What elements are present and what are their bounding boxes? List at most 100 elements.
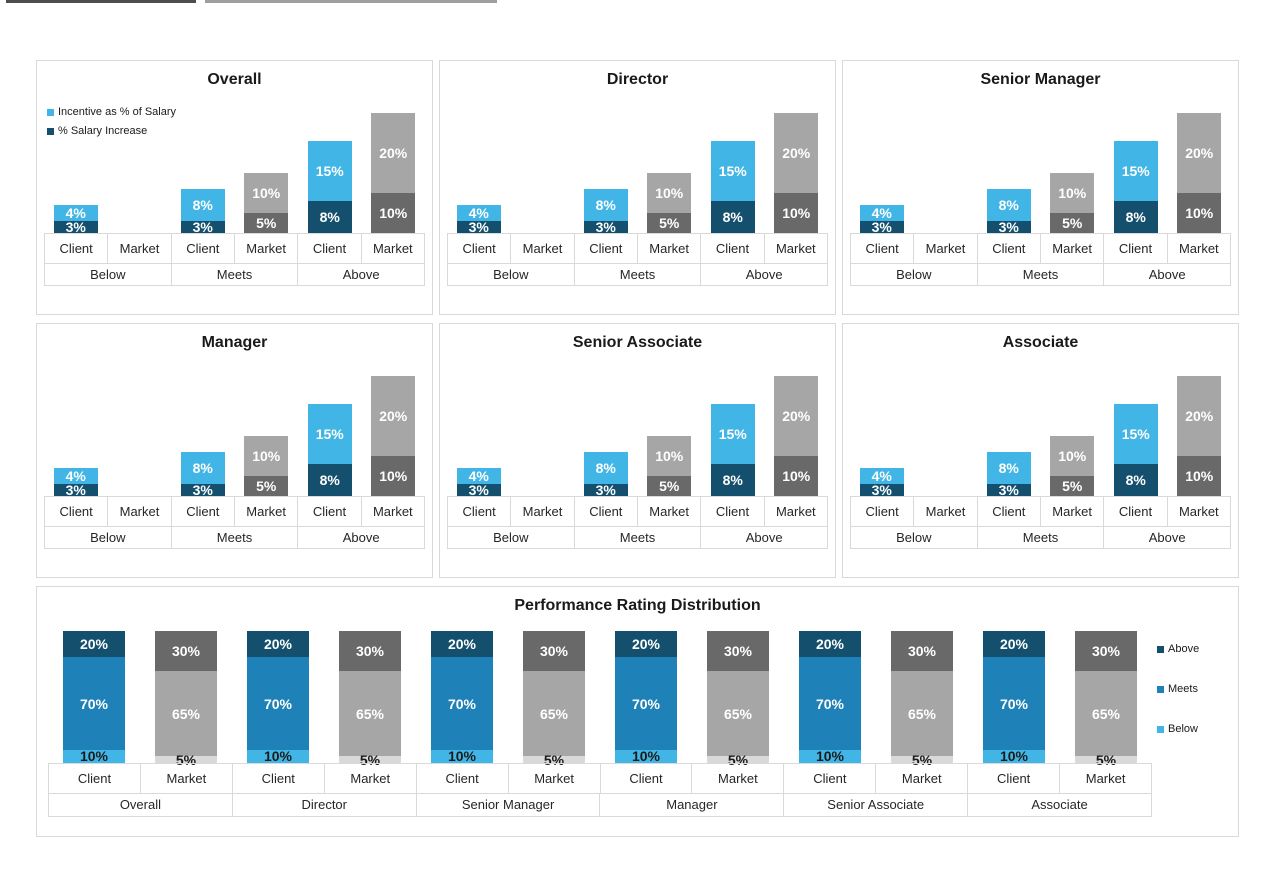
segment-increase: 8%: [1113, 464, 1158, 496]
bar-client-below: 4% 3%: [859, 205, 904, 234]
segment-incentive: 20%: [1177, 376, 1222, 456]
segment-increase: 10%: [774, 193, 819, 233]
axis-cell-market: Market: [107, 497, 170, 526]
segment-below: 5%: [523, 751, 585, 768]
bar-value-label: 5%: [256, 478, 277, 494]
bar-client-senior-manager: 20% 70% 10%: [431, 631, 493, 764]
bar-value-label: 20%: [263, 636, 293, 653]
axis-cell-market: Market: [233, 234, 297, 263]
bar-value-label: 15%: [315, 426, 344, 442]
category-axis: Client Market Client Market Client Market Belo…: [44, 233, 426, 286]
axis-cell-market: Market: [691, 764, 783, 793]
segment-meets: 70%: [983, 657, 1045, 750]
bar-value-label: 5%: [911, 751, 933, 768]
segment-increase: 5%: [1050, 476, 1095, 496]
bar-value-label: 10%: [1058, 448, 1087, 464]
bar-value-label: 3%: [468, 482, 489, 498]
bar-client-below: 4% 3%: [53, 468, 98, 498]
segment-incentive: 10%: [647, 173, 692, 213]
axis-series-row: Client Market Client Market Client Market: [447, 496, 828, 527]
bar-value-label: 70%: [263, 695, 293, 712]
axis-group-below: Below: [850, 527, 977, 548]
bar-slot: [511, 113, 575, 233]
segment-above: 30%: [523, 631, 585, 671]
bar-value-label: 3%: [871, 482, 892, 498]
bar-slot: 20% 70% 10%: [784, 631, 876, 764]
bar-value-label: 10%: [252, 185, 281, 201]
bar-value-label: 10%: [263, 748, 293, 765]
axis-cell-market: Market: [636, 234, 700, 263]
bar-client-overall: 20% 70% 10%: [63, 631, 125, 764]
segment-above: 30%: [155, 631, 217, 671]
segment-increase: 3%: [53, 220, 98, 234]
segment-increase: 8%: [307, 464, 352, 496]
bar-value-label: 8%: [998, 197, 1019, 213]
segment-increase: 3%: [456, 219, 501, 235]
bar-value-label: 8%: [722, 209, 743, 225]
axis-group-below: Below: [447, 264, 574, 285]
bar-client-below: 4% 3%: [456, 468, 501, 498]
axis-cell-market: Market: [763, 234, 828, 263]
segment-incentive: 10%: [647, 436, 692, 476]
axis-cell-market: Market: [913, 497, 976, 526]
segment-incentive: 15%: [710, 141, 755, 201]
bar-market-above: 20% 10%: [774, 113, 819, 233]
bar-value-label: 8%: [319, 209, 340, 225]
segment-increase: 3%: [180, 220, 225, 234]
bar-market-meets: 10% 5%: [1050, 436, 1095, 496]
segment-incentive: 8%: [986, 189, 1031, 221]
segment-incentive: 20%: [774, 376, 819, 456]
bar-value-label: 30%: [355, 642, 385, 659]
legend-swatch-above: [1157, 645, 1164, 653]
bar-slot: 15% 8%: [701, 376, 765, 496]
axis-group-meets: Meets: [976, 264, 1104, 285]
segment-above: 30%: [891, 631, 953, 671]
incentive-panel-associate: Associate 4% 3% 8% 3% 10% 5% 15% 8% 20% 10% Client M…: [842, 323, 1239, 578]
bar-slot: 20% 10%: [362, 113, 426, 233]
bar-value-label: 70%: [815, 695, 845, 712]
bar-slot: 8% 3%: [574, 376, 638, 497]
bar-client-below: 4% 3%: [859, 468, 904, 498]
category-axis: Client Market Client Market Client Market Belo…: [850, 496, 1232, 549]
bar-value-label: 30%: [539, 642, 569, 659]
bar-value-label: 4%: [65, 205, 86, 221]
distribution-panel: Performance Rating Distribution 20% 70% 10%…: [36, 586, 1239, 837]
legend-item-incentive: Incentive as % of Salary: [47, 106, 176, 118]
segment-meets: 65%: [1075, 670, 1137, 757]
cutoff-text-remnant-1: [6, 0, 196, 3]
bar-value-label: 20%: [1185, 145, 1214, 161]
segment-incentive: 20%: [371, 376, 416, 456]
bar-value-label: 5%: [659, 215, 680, 231]
bar-value-label: 10%: [379, 205, 408, 221]
bar-value-label: 3%: [65, 482, 86, 498]
axis-cell-client: Client: [170, 234, 234, 263]
axis-cell-client: Client: [1103, 234, 1166, 263]
bar-client-meets: 8% 3%: [583, 189, 628, 234]
bar-market-above: 20% 10%: [1177, 376, 1222, 496]
bar-market-senior-manager: 30% 65% 5%: [523, 631, 585, 768]
segment-below: 10%: [615, 748, 677, 765]
bar-client-manager: 20% 70% 10%: [615, 631, 677, 765]
axis-cell-client: Client: [599, 764, 692, 793]
plot-area: 4% 3% 8% 3% 10% 5% 15% 8% 20% 10%: [44, 376, 425, 498]
bar-value-label: 8%: [1125, 472, 1146, 488]
bar-value-label: 10%: [631, 748, 661, 765]
bar-slot: 15% 8%: [1104, 376, 1168, 496]
bar-market-overall: 30% 65% 5%: [155, 631, 217, 766]
axis-group-meets: Meets: [170, 527, 298, 548]
bar-slot: 10% 5%: [235, 376, 299, 496]
legend-item-above: Above: [1157, 643, 1199, 655]
segment-increase: 8%: [1113, 201, 1158, 233]
bar-client-meets: 8% 3%: [180, 452, 225, 497]
bar-value-label: 3%: [468, 219, 489, 235]
bar-value-label: 65%: [907, 705, 937, 722]
segment-meets: 65%: [339, 670, 401, 757]
plot-area: 4% 3% 8% 3% 10% 5% 15% 8% 20% 10%: [447, 113, 828, 235]
bar-slot: 30% 65% 5%: [1060, 631, 1152, 766]
axis-cell-market: Market: [510, 234, 573, 263]
segment-meets: 70%: [799, 657, 861, 750]
axis-group-director: Director: [231, 794, 416, 816]
axis-series-row: Client Market Client Market Client Market: [447, 233, 828, 264]
bar-value-label: 5%: [543, 751, 565, 768]
chart-legend: Incentive as % of Salary % Salary Increas…: [47, 106, 176, 137]
